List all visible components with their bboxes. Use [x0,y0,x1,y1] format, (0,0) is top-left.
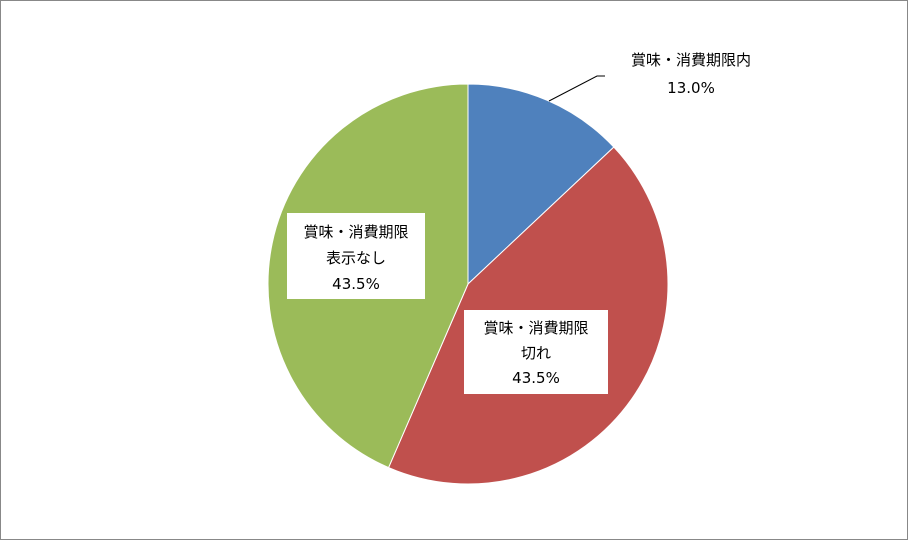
value-label-slice-0: 13.0% [667,79,715,97]
label-slice-2-line2: 表示なし [326,249,386,267]
leader-line [548,75,605,102]
label-box-slice-1 [464,310,608,394]
value-label-slice-2: 43.5% [332,275,380,293]
label-slice-1-line2: 切れ [521,344,551,362]
label-slice-2-line1: 賞味・消費期限 [303,223,408,241]
label-slice-0: 賞味・消費期限内 [631,51,751,69]
label-box-slice-2 [287,213,425,299]
label-slice-1-line1: 賞味・消費期限 [483,319,588,337]
pie-slice-0 [467,83,615,286]
value-label-slice-1: 43.5% [512,369,560,387]
